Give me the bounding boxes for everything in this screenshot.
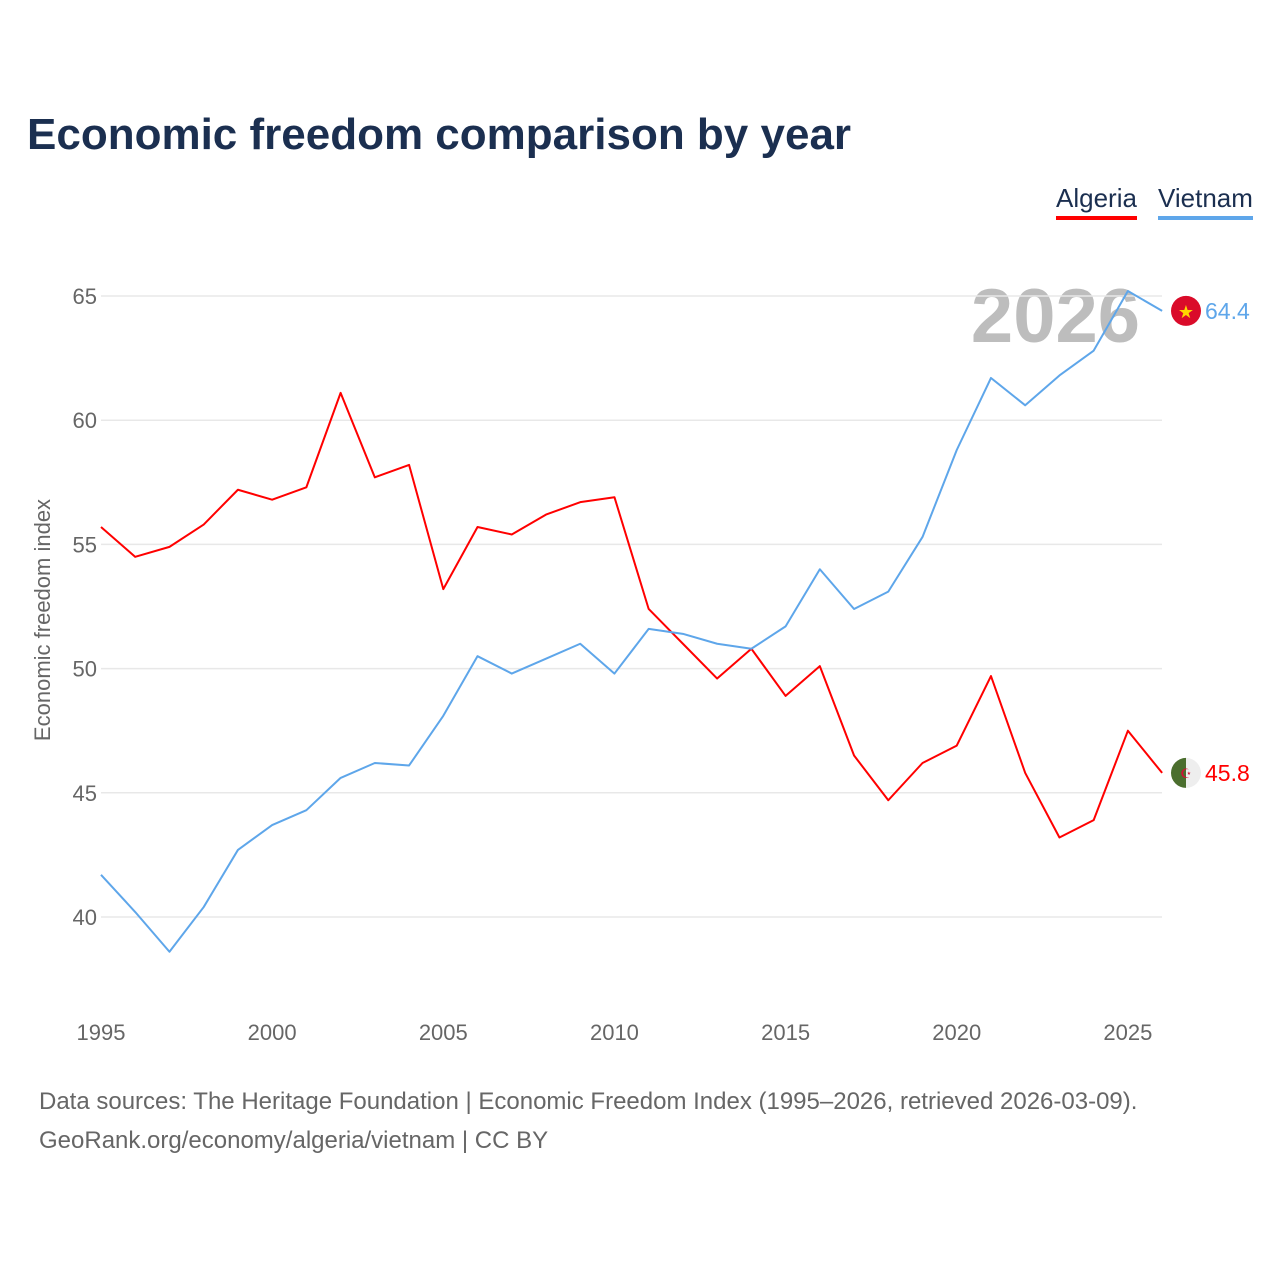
end-value-label: 64.4 [1205, 298, 1250, 324]
year-watermark: 2026 [971, 274, 1140, 359]
legend-vietnam[interactable]: Vietnam [1158, 183, 1253, 220]
flag-white-half [1186, 757, 1202, 788]
series-line-vietnam [100, 290, 1163, 953]
x-tick-label: 2000 [248, 1020, 297, 1045]
y-tick-label: 65 [73, 284, 97, 309]
y-axis-label: Economic freedom index [30, 499, 55, 741]
x-tick-label: 2025 [1103, 1020, 1152, 1045]
chart-title: Economic freedom comparison by year [27, 110, 852, 159]
x-tick-label: 2005 [419, 1020, 468, 1045]
vietnam-flag-icon: ★ [1171, 295, 1201, 326]
legend-algeria[interactable]: Algeria [1056, 183, 1137, 220]
star-icon: ★ [1178, 302, 1194, 322]
footer-credit: GeoRank.org/economy/algeria/vietnam | CC… [39, 1127, 549, 1154]
crescent-icon: ☪ [1180, 766, 1192, 781]
series-line-algeria [100, 391, 1163, 839]
x-tick-label: 2015 [761, 1020, 810, 1045]
x-tick-label: 1995 [77, 1020, 126, 1045]
flag-green-half [1171, 757, 1186, 788]
y-tick-label: 60 [73, 408, 97, 433]
y-tick-label: 55 [73, 532, 97, 557]
y-tick-label: 40 [73, 905, 97, 930]
algeria-flag-icon: ☪ [1171, 757, 1202, 788]
x-tick-label: 2010 [590, 1020, 639, 1045]
y-tick-label: 45 [73, 781, 97, 806]
y-tick-label: 50 [73, 657, 97, 682]
x-tick-label: 2020 [932, 1020, 981, 1045]
flag-background [1171, 295, 1201, 326]
footer-sources: Data sources: The Heritage Foundation | … [39, 1088, 1138, 1115]
end-value-label: 45.8 [1205, 760, 1250, 786]
